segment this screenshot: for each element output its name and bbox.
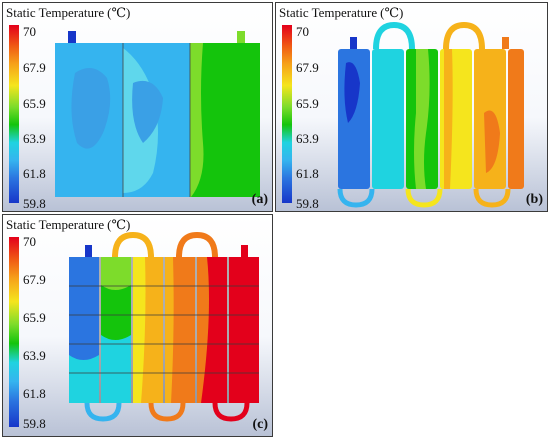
- cool-zone: [101, 335, 131, 403]
- colorbar-tick: 65.9: [296, 96, 319, 111]
- u-bend: [373, 21, 415, 50]
- panel-label: (c): [252, 417, 268, 432]
- inlet-port: [350, 37, 357, 49]
- colorbar: [9, 237, 19, 427]
- colorbar-title: Static Temperature (℃): [6, 217, 131, 232]
- u-bend: [176, 231, 218, 258]
- outlet-port: [502, 37, 509, 49]
- colorbar-title: Static Temperature (℃): [279, 5, 404, 20]
- panel-a: Static Temperature (℃) 70 67.9 65.9 63.9 …: [2, 2, 273, 212]
- inlet-port: [68, 31, 76, 43]
- u-bend: [84, 402, 122, 422]
- tube: [372, 49, 404, 189]
- u-bend: [443, 21, 485, 50]
- warm-band: [133, 257, 146, 403]
- cool-spot: [132, 80, 163, 143]
- panel-c: Static Temperature (℃) 70 67.9 65.9 63.9 …: [2, 214, 273, 437]
- u-bend: [112, 231, 154, 258]
- colorbar: [9, 25, 19, 203]
- colorbar-tick: 65.9: [23, 96, 46, 111]
- cool-spot: [71, 68, 111, 149]
- temperature-field-c: [69, 231, 259, 422]
- warm-band: [414, 49, 430, 189]
- outlet-port: [241, 245, 248, 257]
- u-bend: [337, 188, 375, 208]
- u-bend: [405, 188, 443, 208]
- colorbar-tick: 59.8: [23, 416, 46, 431]
- panel-label: (a): [251, 192, 268, 207]
- colorbar-tick: 67.9: [296, 60, 319, 75]
- tube: [508, 49, 524, 189]
- colorbar-title: Static Temperature (℃): [6, 5, 131, 20]
- colorbar-tick: 70: [23, 234, 36, 249]
- colorbar-tick: 63.9: [23, 131, 46, 146]
- outlet-port: [237, 31, 245, 43]
- warm-band: [165, 257, 174, 403]
- cool-zone: [101, 257, 131, 290]
- cool-spot: [344, 62, 360, 123]
- temperature-field-b: [337, 21, 524, 208]
- colorbar-tick: 63.9: [23, 348, 46, 363]
- cool-zone: [69, 355, 99, 403]
- colorbar-tick: 70: [296, 24, 309, 39]
- colorbar-tick: 63.9: [296, 131, 319, 146]
- u-bend: [473, 188, 511, 208]
- colorbar-tick: 61.8: [296, 166, 319, 181]
- warm-band: [190, 43, 204, 197]
- colorbar-tick: 59.8: [296, 196, 319, 211]
- hot-zone: [484, 110, 500, 173]
- temperature-field-a: [55, 31, 260, 197]
- u-bend: [212, 402, 250, 422]
- colorbar-tick: 61.8: [23, 386, 46, 401]
- panel-b: Static Temperature (℃) 70 67.9 65.9 63.9 …: [275, 2, 548, 212]
- colorbar: [282, 25, 292, 203]
- warm-band: [197, 257, 209, 403]
- inlet-port: [85, 245, 92, 257]
- tube: [229, 257, 259, 403]
- u-bend: [148, 402, 186, 422]
- warm-band: [444, 49, 453, 189]
- colorbar-tick: 59.8: [23, 196, 46, 211]
- colorbar-tick: 61.8: [23, 166, 46, 181]
- panel-label: (b): [525, 192, 543, 207]
- colorbar-tick: 67.9: [23, 60, 46, 75]
- colorbar-tick: 70: [23, 24, 36, 39]
- segment-grid: [69, 257, 259, 403]
- colorbar-tick: 65.9: [23, 310, 46, 325]
- colorbar-tick: 67.9: [23, 272, 46, 287]
